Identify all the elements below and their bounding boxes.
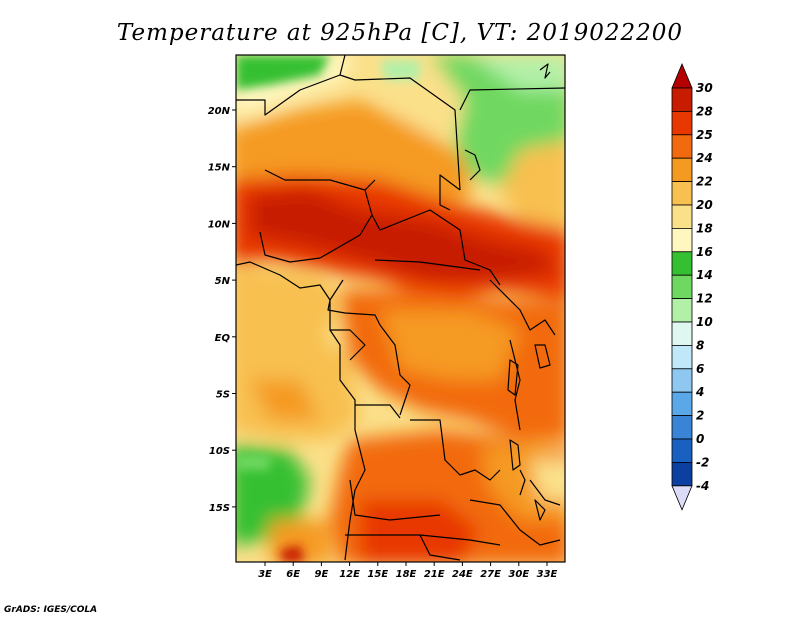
x-tick-label: 6E xyxy=(286,569,300,580)
y-axis-ticks: 20N 15N 10N 5N EQ 5S 10S 15S xyxy=(208,106,236,514)
colorbar-top-arrow xyxy=(671,62,693,89)
y-tick-label: 15N xyxy=(208,163,231,174)
y-tick-label: 10S xyxy=(209,446,230,457)
colorbar-segment xyxy=(671,415,693,440)
x-tick-label: 33E xyxy=(537,569,558,580)
colorbar-segment xyxy=(671,111,693,136)
colorbar-label: 22 xyxy=(696,175,713,189)
x-tick-label: 15E xyxy=(367,569,388,580)
colorbar-label: 10 xyxy=(696,315,713,329)
colorbar-segment xyxy=(671,321,693,346)
colorbar-label: 20 xyxy=(696,198,713,212)
y-tick-label: 10N xyxy=(208,219,231,230)
colorbar-segment xyxy=(671,344,693,370)
colorbar-segment xyxy=(671,87,693,112)
x-tick-label: 30E xyxy=(508,569,529,580)
y-tick-label: 5S xyxy=(216,390,230,401)
colorbar-label: 6 xyxy=(696,362,704,376)
x-tick-label: 21E xyxy=(424,569,445,580)
colorbar-label: 4 xyxy=(695,385,704,399)
country-borders xyxy=(236,55,565,561)
x-tick-label: 12E xyxy=(339,569,360,580)
colorbar-segment xyxy=(671,157,693,182)
temperature-field xyxy=(236,55,565,562)
x-tick-label: 18E xyxy=(396,569,417,580)
x-tick-label: 3E xyxy=(258,569,272,580)
chart-title: Temperature at 925hPa [C], VT: 201902220… xyxy=(117,20,683,46)
colorbar-bottom-arrow xyxy=(671,485,693,511)
colorbar-segment xyxy=(671,461,693,487)
colorbar-label: 0 xyxy=(696,432,704,446)
colorbar-label: 18 xyxy=(696,221,713,235)
colorbar-segment xyxy=(671,251,693,276)
colorbar-segment xyxy=(671,274,693,300)
colorbar-segment xyxy=(671,298,693,323)
colorbar-label: 14 xyxy=(696,268,713,282)
y-tick-label: EQ xyxy=(215,333,231,344)
colorbar-label: 28 xyxy=(696,104,713,118)
x-tick-label: 24E xyxy=(452,569,473,580)
x-tick-label: 27E xyxy=(480,569,501,580)
colorbar-segment xyxy=(671,438,693,463)
map-frame xyxy=(235,54,566,563)
colorbar-label: -4 xyxy=(696,479,709,493)
x-axis-ticks: 3E 6E 9E 12E 15E 18E 21E 24E 27E 30E 33E xyxy=(258,562,558,580)
y-tick-label: 15S xyxy=(209,503,230,514)
colorbar-label: 8 xyxy=(696,338,704,352)
colorbar-label: 25 xyxy=(696,128,713,142)
colorbar-label: 16 xyxy=(696,245,713,259)
colorbar-label: 30 xyxy=(696,81,713,95)
y-tick-label: 5N xyxy=(215,276,231,287)
colorbar-label: 12 xyxy=(696,292,713,306)
colorbar-segment xyxy=(671,391,693,417)
y-tick-label: 20N xyxy=(208,106,231,117)
colorbar-segment xyxy=(671,368,693,393)
colorbar-label: 24 xyxy=(696,151,713,165)
colorbar-label: 2 xyxy=(696,409,704,423)
colorbar-segment xyxy=(671,181,693,206)
colorbar-segment xyxy=(671,134,693,159)
colorbar-segment xyxy=(671,204,693,229)
colorbar-label: -2 xyxy=(696,455,709,469)
credit-label: GrADS: IGES/COLA xyxy=(4,605,97,615)
colorbar-segment xyxy=(671,227,693,253)
x-tick-label: 9E xyxy=(315,569,329,580)
